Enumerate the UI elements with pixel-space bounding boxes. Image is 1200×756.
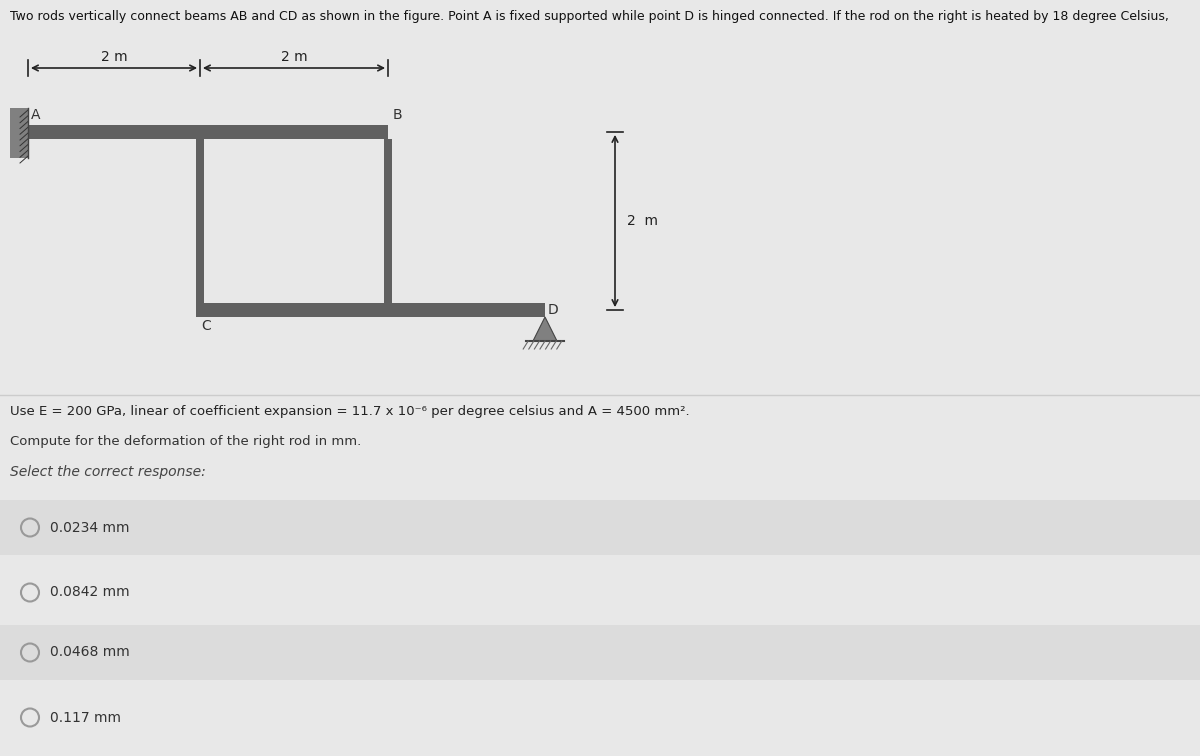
Text: D: D — [548, 303, 559, 317]
Bar — [196, 139, 204, 303]
Text: 2 m: 2 m — [101, 50, 127, 64]
Text: 0.0468 mm: 0.0468 mm — [50, 646, 130, 659]
Text: Select the correct response:: Select the correct response: — [10, 465, 205, 479]
Text: C: C — [202, 319, 211, 333]
Bar — [0, 500, 1200, 555]
Bar — [0, 565, 1200, 620]
Bar — [10, 108, 28, 158]
Text: Two rods vertically connect beams AB and CD as shown in the figure. Point A is f: Two rods vertically connect beams AB and… — [10, 10, 1169, 23]
Text: 2 m: 2 m — [281, 50, 307, 64]
Text: 0.0234 mm: 0.0234 mm — [50, 520, 130, 534]
Text: Compute for the deformation of the right rod in mm.: Compute for the deformation of the right… — [10, 435, 361, 448]
Bar — [384, 139, 392, 303]
Text: B: B — [394, 108, 403, 122]
Text: A: A — [31, 108, 41, 122]
Text: 0.0842 mm: 0.0842 mm — [50, 585, 130, 600]
Text: 0.117 mm: 0.117 mm — [50, 711, 121, 724]
Text: Use E = 200 GPa, linear of coefficient expansion = 11.7 x 10⁻⁶ per degree celsiu: Use E = 200 GPa, linear of coefficient e… — [10, 405, 690, 418]
Bar — [28, 125, 388, 139]
Bar — [0, 690, 1200, 745]
Bar — [0, 625, 1200, 680]
Text: 2  m: 2 m — [628, 214, 658, 228]
Bar — [196, 303, 545, 317]
Polygon shape — [533, 317, 557, 341]
